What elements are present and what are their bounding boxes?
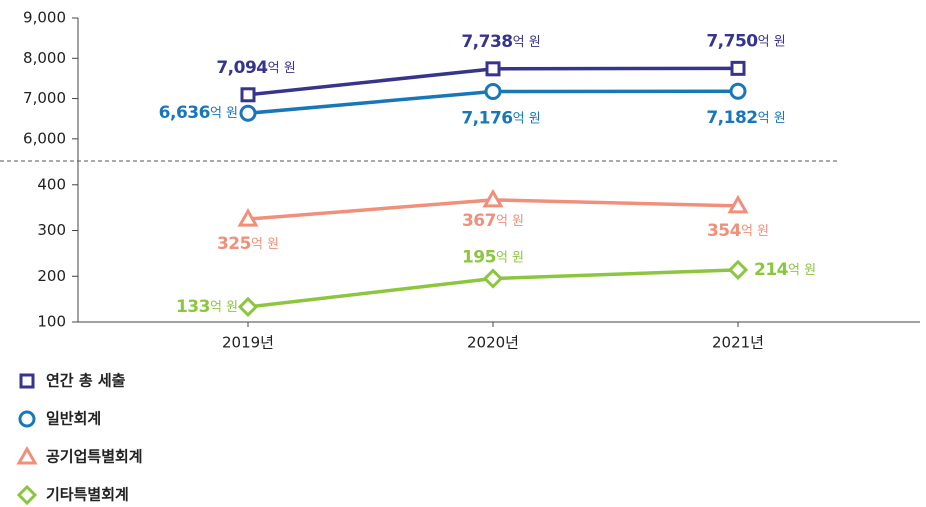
marker — [482, 188, 504, 208]
value-unit: 억 원 — [788, 262, 816, 277]
value-unit: 억 원 — [741, 223, 769, 238]
legend-item: 일반회계 — [18, 410, 101, 428]
x-tick-label: 2020년 — [467, 334, 519, 352]
marker — [727, 259, 749, 280]
value-label: 325억 원 — [217, 234, 279, 254]
legend-label: 연간 총 세출 — [46, 372, 126, 390]
legend-label: 기타특별회계 — [46, 486, 129, 504]
value-label: 7,094억 원 — [216, 58, 295, 78]
marker — [237, 296, 259, 318]
marker — [237, 208, 259, 227]
legend-item: 기타특별회계 — [16, 484, 129, 506]
marker — [482, 268, 504, 289]
legend-item: 연간 총 세출 — [19, 372, 126, 390]
legend-item: 공기업특별회계 — [16, 445, 143, 466]
y-tick-label: 300 — [37, 221, 66, 239]
legend-label: 공기업특별회계 — [46, 448, 143, 466]
value-unit: 억 원 — [268, 60, 296, 75]
value-label: 133억 원 — [176, 297, 238, 317]
value-number: 195 — [462, 248, 496, 268]
y-tick-label: 200 — [37, 267, 66, 285]
value-label: 7,750억 원 — [706, 31, 785, 51]
value-unit: 억 원 — [496, 213, 524, 228]
marker — [16, 484, 38, 506]
value-label: 214억 원 — [754, 260, 816, 280]
legend-label: 일반회계 — [46, 410, 101, 428]
value-label: 367억 원 — [462, 211, 524, 231]
value-unit: 억 원 — [251, 237, 279, 252]
value-label: 354억 원 — [707, 221, 769, 241]
value-unit: 억 원 — [210, 299, 238, 314]
value-unit: 억 원 — [758, 111, 786, 126]
value-number: 7,182 — [706, 108, 757, 128]
value-number: 367 — [462, 211, 496, 231]
marker — [484, 82, 502, 100]
marker — [729, 82, 747, 100]
marker — [18, 410, 36, 428]
value-unit: 억 원 — [758, 34, 786, 49]
y-tick-label: 6,000 — [23, 129, 66, 147]
value-unit: 억 원 — [513, 34, 541, 49]
marker — [730, 60, 746, 76]
value-number: 7,094 — [216, 58, 268, 78]
marker — [16, 445, 38, 465]
value-unit: 억 원 — [496, 250, 524, 265]
value-number: 6,636 — [159, 103, 210, 123]
y-tick-label: 7,000 — [23, 89, 66, 107]
marker — [240, 87, 256, 103]
marker — [485, 61, 501, 77]
y-tick-label: 9,000 — [23, 9, 66, 27]
value-number: 214 — [754, 260, 789, 280]
value-unit: 억 원 — [210, 106, 238, 121]
value-label: 7,738억 원 — [461, 32, 540, 52]
value-unit: 억 원 — [513, 111, 541, 126]
value-label: 7,182억 원 — [706, 108, 785, 128]
y-tick-label: 8,000 — [23, 49, 66, 67]
value-number: 7,176 — [461, 108, 512, 128]
value-number: 7,750 — [706, 31, 758, 51]
y-tick-label: 100 — [37, 313, 66, 331]
value-label: 195억 원 — [462, 248, 524, 268]
marker — [19, 373, 35, 389]
value-label: 7,176억 원 — [461, 108, 540, 128]
value-number: 133 — [176, 297, 210, 317]
value-number: 325 — [217, 234, 251, 254]
value-label: 6,636억 원 — [159, 103, 238, 123]
y-tick-label: 400 — [37, 175, 66, 193]
value-number: 354 — [707, 221, 742, 241]
marker — [239, 104, 257, 122]
x-tick-label: 2021년 — [712, 334, 764, 352]
value-number: 7,738 — [461, 32, 512, 52]
x-tick-label: 2019년 — [222, 334, 274, 352]
marker — [727, 194, 749, 214]
